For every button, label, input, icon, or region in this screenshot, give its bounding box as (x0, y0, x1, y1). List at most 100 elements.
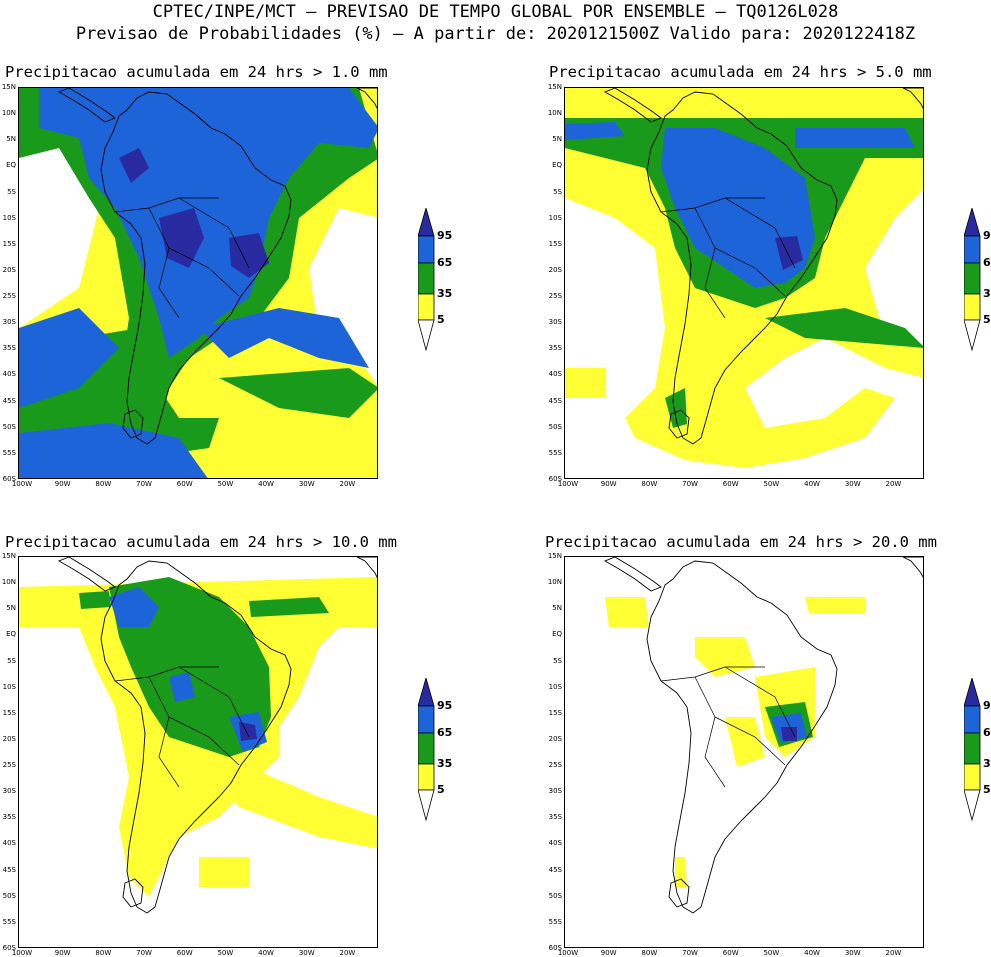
lon-label: 30W (298, 480, 315, 488)
lat-label: EQ (552, 161, 562, 170)
colorbar-segment-65 (418, 235, 435, 264)
lon-label: 40W (804, 949, 820, 957)
map-plot (603, 557, 923, 914)
lat-label: 60S (548, 475, 562, 483)
country-border-1 (694, 207, 726, 319)
colorbar-label: 65 (437, 726, 453, 739)
map-plot (565, 88, 923, 468)
lat-label: 10S (548, 682, 562, 691)
prob-5-area-0 (605, 597, 649, 627)
country-border-3 (168, 716, 240, 766)
panel-1-title: Precipitacao acumulada em 24 hrs > 1.0 m… (5, 63, 388, 81)
lon-label: 100W (11, 480, 33, 488)
lat-label: 10N (1, 578, 16, 587)
country-border-0 (660, 666, 765, 682)
colorbar-segment-5 (418, 293, 435, 321)
lat-label: 5S (7, 187, 16, 196)
lat-label: 15S (548, 708, 562, 717)
probability-map-10mm: 15N 10N 5N EQ 5S 10S 15S 20S 25S 30S 35S 40S 45S 50S 5… (2, 552, 378, 957)
tierra-del-fuego-outline (668, 878, 690, 908)
lon-label: 90W (600, 480, 617, 488)
lat-label: 30S (548, 787, 562, 796)
prob-35-area-2 (249, 597, 329, 617)
lon-label: 90W (600, 949, 617, 957)
country-border-0 (660, 197, 765, 213)
central-america-outline (603, 557, 662, 592)
lon-label: 80W (641, 480, 658, 488)
lon-label: 50W (763, 480, 780, 488)
colorbar-label: 95 (983, 699, 991, 712)
colorbar-label: 35 (437, 757, 453, 770)
lat-label: 10N (547, 578, 562, 587)
colorbar-segment-95-tip (964, 678, 981, 707)
lon-label: 50W (763, 949, 780, 957)
prob-5-area-1 (565, 368, 605, 398)
lon-label: 20W (885, 949, 902, 957)
lon-label: 20W (339, 949, 356, 957)
panel-3-title: Precipitacao acumulada em 24 hrs > 10.0 … (5, 533, 397, 551)
lon-label: 70W (136, 949, 152, 957)
lat-label: 20S (548, 265, 562, 274)
colorbar-segment-65 (964, 235, 981, 264)
prob-95-area-1 (229, 233, 269, 278)
lat-label: 25S (548, 761, 562, 770)
colorbar-label: 65 (983, 256, 991, 269)
colorbar-label: 95 (437, 699, 453, 712)
panel-4-title: Precipitacao acumulada em 24 hrs > 20.0 … (545, 533, 937, 551)
colorbar-1: 95 65 35 5 (418, 208, 468, 353)
lon-label: 70W (682, 949, 698, 957)
probability-map-20mm: 15N 10N 5N EQ 5S 10S 15S 20S 25S 30S 35S 40S 45S 50S 5… (548, 552, 924, 957)
lon-label: 60W (722, 480, 739, 488)
central-america-outline (603, 88, 662, 123)
lon-label: 70W (682, 480, 698, 488)
prob-35-area-1 (765, 308, 923, 348)
lat-label: 55S (548, 917, 562, 926)
prob-65-area-1 (199, 308, 369, 368)
colorbar-segment-low-tip (418, 789, 435, 822)
lat-label: 15S (2, 708, 16, 717)
colorbar-segment-35 (964, 732, 981, 765)
lat-label: 10N (547, 109, 562, 118)
lon-label: 50W (217, 949, 234, 957)
colorbar-segment-low-tip (964, 789, 981, 822)
country-border-2 (724, 666, 796, 738)
lat-label: 5S (553, 187, 562, 196)
lon-label: 70W (136, 480, 152, 488)
prob-95-area-0 (159, 208, 204, 268)
lat-label: 20S (2, 265, 16, 274)
country-border-0 (114, 197, 219, 213)
lat-label: 20S (2, 734, 16, 743)
prob-65-area-1 (795, 128, 915, 148)
tierra-del-fuego-outline (122, 878, 144, 908)
prob-5-area-5 (675, 857, 687, 887)
lat-label: 25S (548, 292, 562, 301)
colorbar-segment-95-tip (418, 678, 435, 707)
colorbar-label: 5 (437, 313, 445, 326)
prob-5-area-1 (189, 757, 377, 849)
prob-65-area-2 (19, 308, 119, 408)
lat-label: EQ (6, 161, 16, 170)
lat-label: 5S (7, 656, 16, 665)
colorbar-label: 95 (437, 229, 453, 242)
country-border-2 (724, 197, 796, 269)
header-line-1: CPTEC/INPE/MCT – PREVISAO DE TEMPO GLOBA… (152, 2, 839, 22)
lon-label: 40W (804, 480, 820, 488)
lat-label: 60S (548, 944, 562, 952)
lat-label: 15S (548, 239, 562, 248)
map-frame (564, 556, 924, 948)
country-border-2 (178, 666, 250, 738)
prob-35-area-2 (219, 368, 377, 418)
lat-label: 60S (2, 475, 16, 483)
lat-label: 25S (2, 292, 16, 301)
prob-5-area-1 (695, 637, 755, 677)
prob-95-area-0 (781, 727, 797, 741)
lon-label: 30W (844, 480, 861, 488)
lat-label: 50S (2, 422, 16, 431)
lat-label: 10S (2, 213, 16, 222)
lat-label: 10S (2, 682, 16, 691)
country-border-2 (178, 197, 250, 269)
lon-label: 30W (298, 949, 315, 957)
lat-label: 45S (548, 865, 562, 874)
lat-label: 15S (2, 239, 16, 248)
tierra-del-fuego-outline (668, 409, 690, 439)
